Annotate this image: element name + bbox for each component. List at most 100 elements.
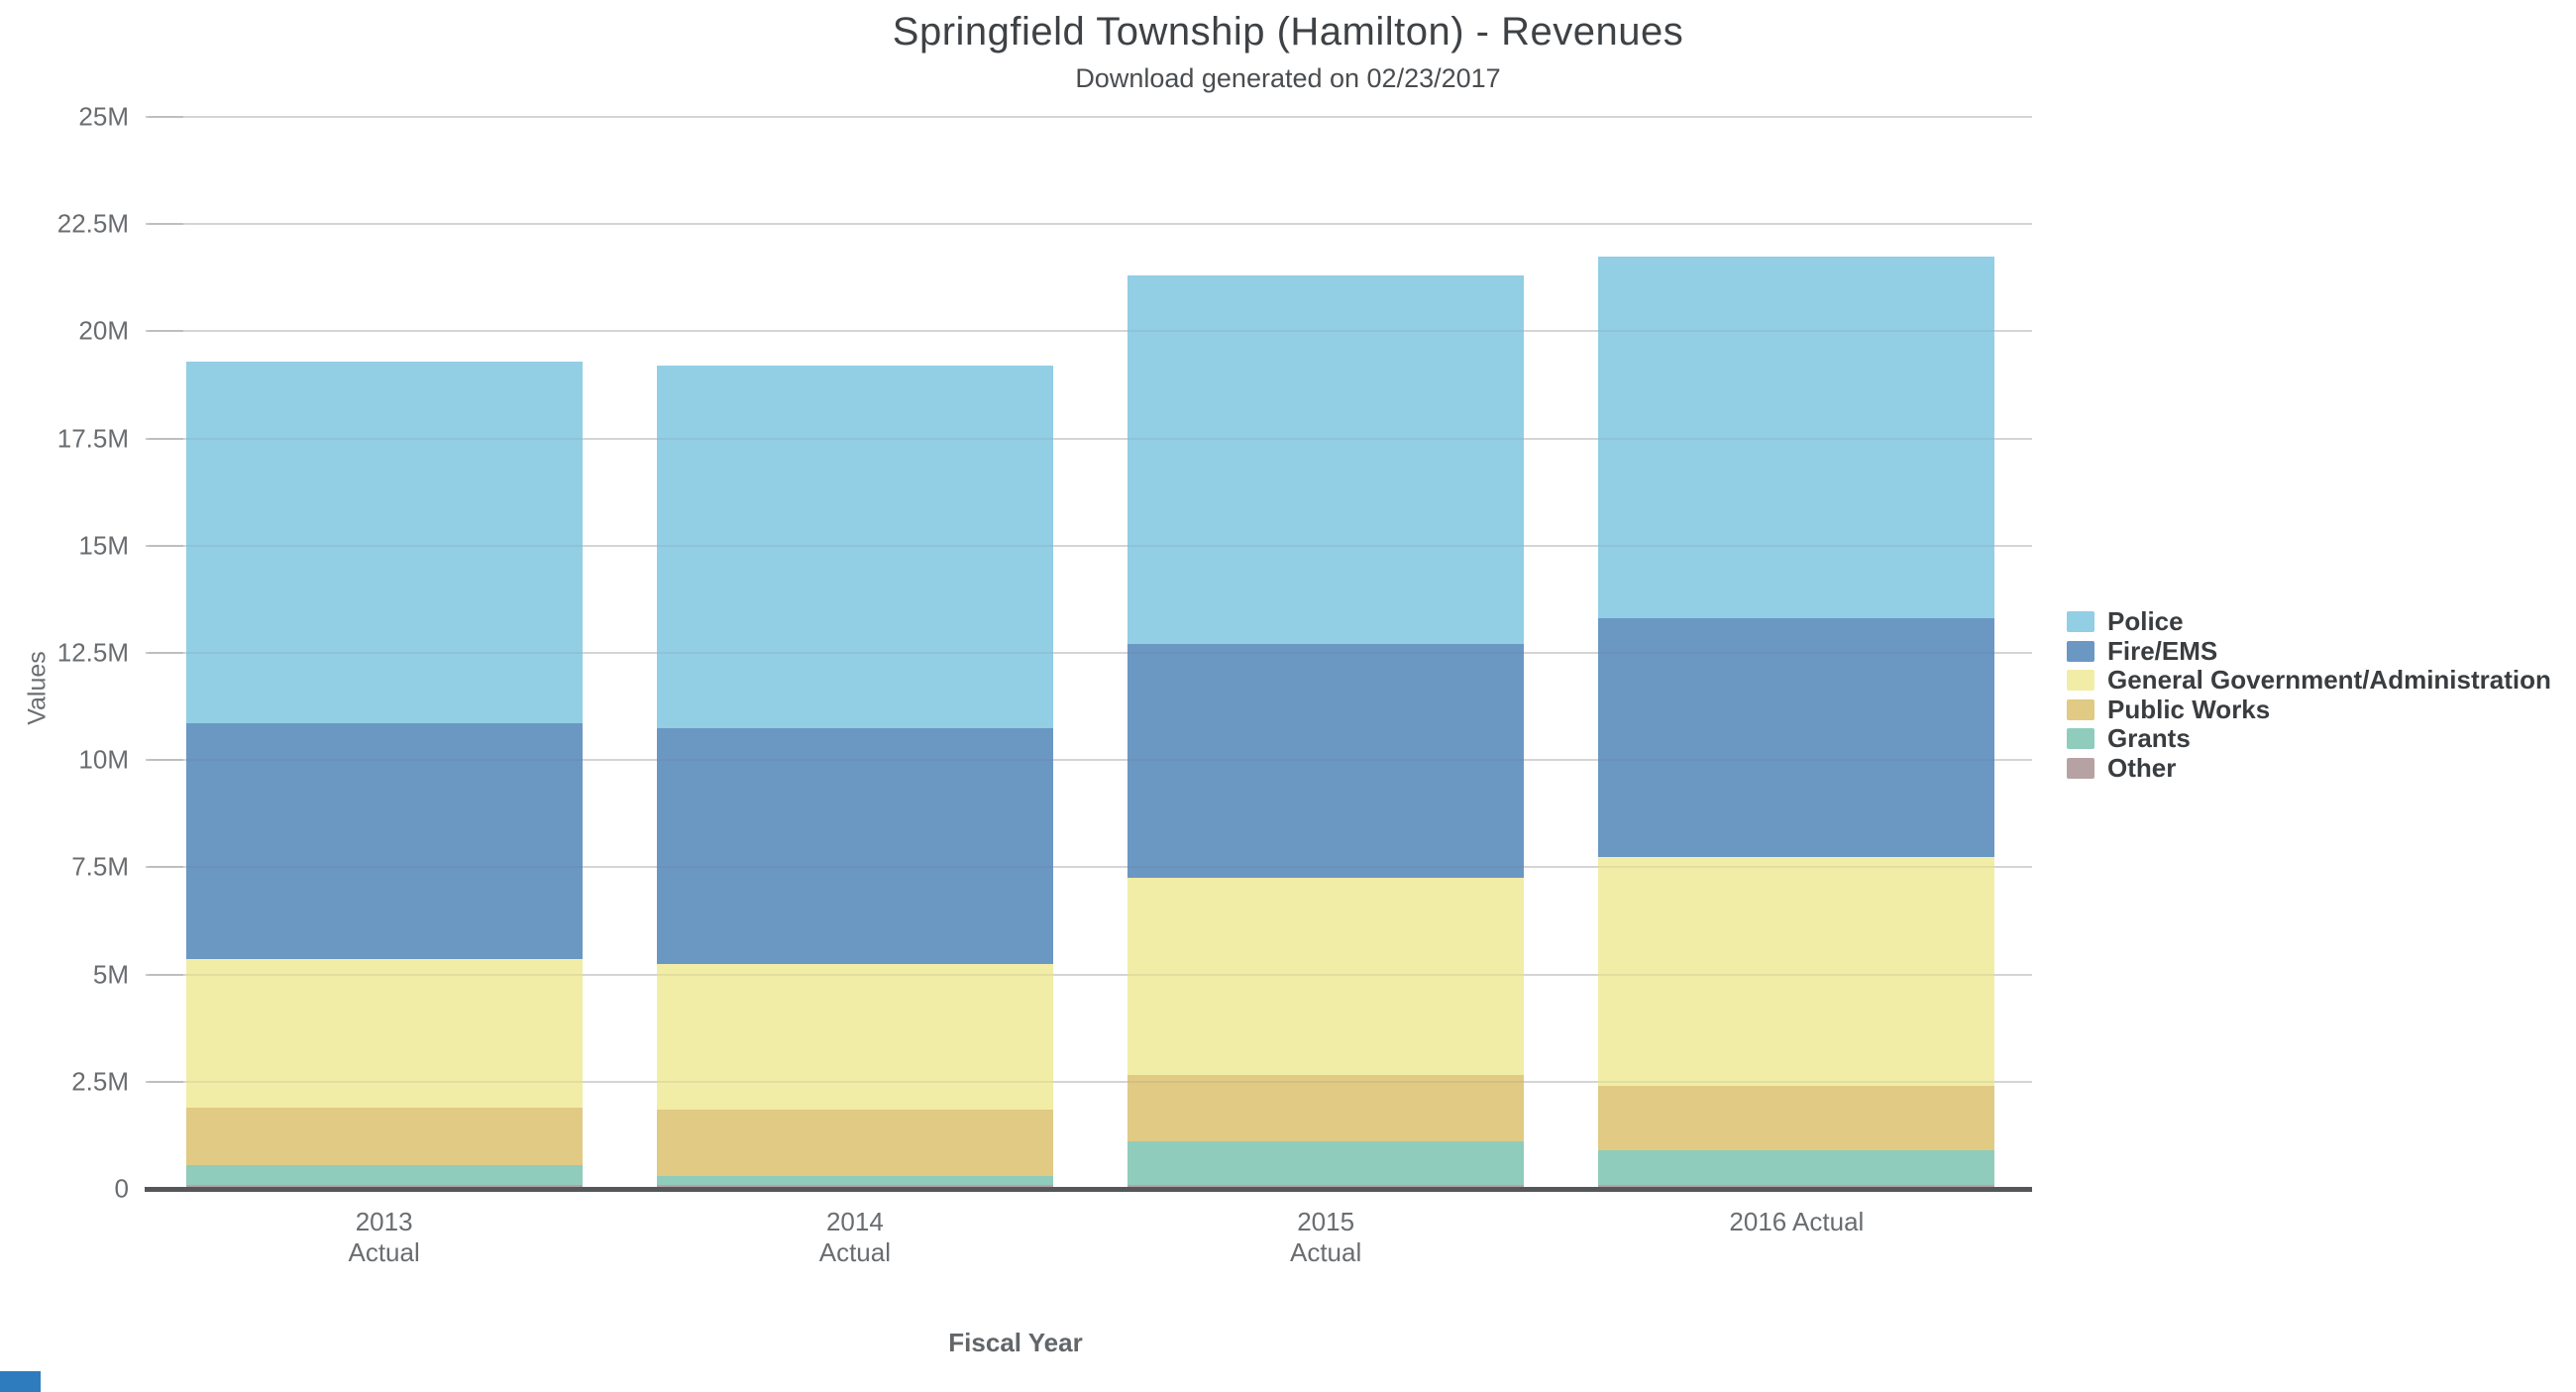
y-tick-label: 15M — [78, 530, 129, 561]
legend-label: Public Works — [2107, 694, 2271, 724]
bar-segment[interactable] — [1598, 1086, 1995, 1151]
y-gridline-overlay — [149, 866, 2032, 869]
bar-segment[interactable] — [1598, 256, 1995, 619]
y-gridline — [149, 544, 2032, 547]
y-tick-label: 7.5M — [71, 851, 129, 882]
legend-swatch — [2067, 728, 2094, 750]
x-tick-label: 2014 Actual — [819, 1207, 891, 1268]
bar-segment[interactable] — [185, 723, 583, 960]
chart-title: Springfield Township (Hamilton) - Revenu… — [892, 10, 1684, 54]
y-gridline-overlay — [149, 973, 2032, 976]
y-gridline-overlay — [149, 437, 2032, 440]
y-gridline — [149, 759, 2032, 762]
x-tick-label: 2015 Actual — [1290, 1207, 1361, 1268]
bar-segment[interactable] — [1127, 644, 1525, 879]
bar-segment[interactable] — [1127, 1075, 1525, 1142]
y-tick-label: 10M — [78, 744, 129, 775]
x-tick-label-line: Actual — [818, 1237, 892, 1267]
x-tick-label-line: Actual — [348, 1237, 420, 1267]
legend: Police Fire/EMS General Government/Adminis… — [2067, 607, 2576, 783]
legend-item[interactable]: General Government/Administration — [2067, 665, 2576, 696]
y-tick-label: 25M — [78, 101, 129, 132]
y-tick — [146, 544, 183, 547]
x-tick-label: 2016 Actual — [1729, 1207, 1864, 1237]
bar-segment[interactable] — [656, 727, 1053, 964]
x-tick-label-line: 2016 Actual — [1729, 1207, 1865, 1236]
y-gridline — [149, 330, 2032, 333]
bar-segment[interactable] — [656, 1176, 1053, 1185]
y-tick — [146, 652, 183, 654]
y-tick-label: 22.5M — [56, 208, 129, 239]
legend-label: Police — [2107, 607, 2184, 637]
bar-segment[interactable] — [656, 963, 1053, 1110]
y-tick — [146, 759, 183, 762]
y-tick — [146, 223, 183, 226]
y-gridline-overlay — [149, 544, 2032, 547]
y-tick-label: 20M — [78, 315, 129, 346]
x-tick-label-line: Actual — [1289, 1237, 1362, 1267]
y-tick — [146, 116, 183, 118]
bar-segment[interactable] — [656, 1184, 1053, 1189]
bar-segment[interactable] — [1127, 878, 1525, 1076]
x-tick-label-line: 2013 — [355, 1207, 413, 1236]
legend-label: Fire/EMS — [2107, 635, 2218, 666]
y-tick — [146, 437, 183, 440]
y-tick — [146, 1080, 183, 1083]
bar-segment[interactable] — [185, 361, 583, 724]
y-tick-label: 17.5M — [56, 423, 129, 454]
bar-segment[interactable] — [185, 1107, 583, 1166]
y-gridline-overlay — [149, 1080, 2032, 1083]
y-gridline — [149, 973, 2032, 976]
legend-item[interactable]: Other — [2067, 752, 2576, 784]
legend-swatch — [2067, 757, 2094, 779]
legend-label: General Government/Administration — [2107, 665, 2551, 696]
y-gridline — [149, 223, 2032, 226]
y-tick — [146, 866, 183, 869]
y-tick-label: 12.5M — [56, 637, 129, 668]
bar-segment[interactable] — [185, 959, 583, 1108]
corner-blue-badge — [0, 1371, 41, 1392]
bar-segment[interactable] — [1598, 1150, 1995, 1185]
bar-segment[interactable] — [1127, 1184, 1525, 1189]
y-gridline — [149, 866, 2032, 869]
y-tick-label: 5M — [92, 959, 129, 990]
y-gridline-overlay — [149, 759, 2032, 762]
x-tick-label-line: 2015 — [1297, 1207, 1355, 1236]
y-gridline — [149, 437, 2032, 440]
x-axis-line — [145, 1187, 2032, 1192]
legend-label: Other — [2107, 752, 2177, 783]
x-tick-label: 2013 Actual — [348, 1207, 419, 1268]
bar-segment[interactable] — [1127, 275, 1525, 645]
y-gridline-overlay — [149, 116, 2032, 118]
y-tick-label: 0 — [114, 1173, 129, 1204]
y-gridline — [149, 116, 2032, 118]
bar-segment[interactable] — [185, 1184, 583, 1189]
legend-item[interactable]: Police — [2067, 607, 2576, 637]
x-axis-title: Fiscal Year — [948, 1328, 1083, 1357]
legend-item[interactable]: Fire/EMS — [2067, 635, 2576, 667]
y-gridline-overlay — [149, 223, 2032, 226]
y-gridline-overlay — [149, 652, 2032, 654]
bar-segment[interactable] — [656, 366, 1053, 728]
chart-subtitle: Download generated on 02/23/2017 — [1075, 63, 1501, 93]
legend-label: Grants — [2107, 723, 2191, 754]
legend-swatch — [2067, 640, 2094, 662]
y-tick — [146, 330, 183, 333]
x-tick-label-line: 2014 — [825, 1207, 884, 1236]
y-gridline-overlay — [149, 330, 2032, 333]
bar-segment[interactable] — [1127, 1141, 1525, 1185]
legend-swatch — [2067, 611, 2094, 633]
bar-segment[interactable] — [1598, 1184, 1995, 1189]
y-gridline — [149, 652, 2032, 654]
legend-swatch — [2067, 670, 2094, 692]
bar-segment[interactable] — [185, 1165, 583, 1185]
y-tick — [146, 973, 183, 976]
bar-segment[interactable] — [656, 1109, 1053, 1176]
y-gridline — [149, 1080, 2032, 1083]
legend-item[interactable]: Grants — [2067, 723, 2576, 754]
bar-segment[interactable] — [1598, 856, 1995, 1087]
y-tick-label: 2.5M — [71, 1066, 129, 1097]
legend-item[interactable]: Public Works — [2067, 694, 2576, 725]
bar-segment[interactable] — [1598, 618, 1995, 857]
